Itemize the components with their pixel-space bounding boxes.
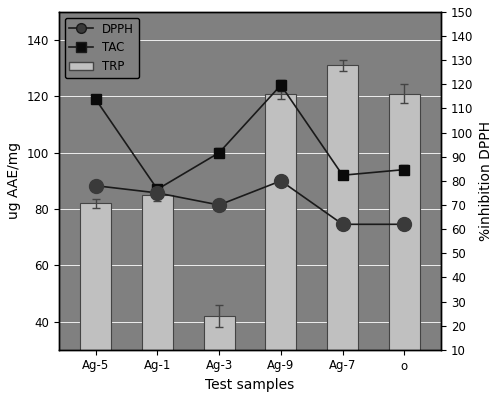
Bar <box>204 316 234 399</box>
Bar <box>327 65 358 399</box>
X-axis label: Test samples: Test samples <box>206 378 294 392</box>
Y-axis label: %inhibition DPPH: %inhibition DPPH <box>479 121 493 241</box>
Bar <box>266 94 296 399</box>
Bar <box>80 203 111 399</box>
Bar <box>389 94 420 399</box>
Legend: DPPH, TAC, TRP: DPPH, TAC, TRP <box>64 18 139 78</box>
Bar <box>142 195 173 399</box>
Y-axis label: ug AAE/mg: ug AAE/mg <box>7 142 21 219</box>
